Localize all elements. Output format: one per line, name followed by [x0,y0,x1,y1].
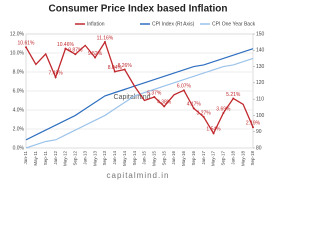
x-tick-label: May-18 [240,151,245,167]
point-marker [74,53,77,56]
x-tick-label: May-16 [181,151,186,167]
data-label: 11.16% [97,35,114,41]
y-tick-label: 8.0% [13,69,25,75]
point-marker [153,95,156,98]
chart: Consumer Price Index based Inflation Cap… [10,4,265,180]
point-marker [94,56,97,59]
point-marker [252,126,254,129]
x-tick-label: Jan-11 [23,151,28,165]
legend-label: CPI Index (Rt Axis) [152,21,195,27]
x-tick-label: May-14 [122,151,127,167]
x-tick-label: Jan-12 [53,151,58,165]
data-label: 1.54% [206,127,221,133]
x-tick-label: Sep-17 [221,151,226,166]
data-label: 8.26% [118,63,133,69]
data-label: 3.27% [197,110,212,116]
data-label: 6.07% [177,84,192,90]
data-label: 10.61% [18,41,36,47]
point-marker [212,132,215,135]
data-label: 5.37% [147,90,162,96]
y-tick-label: 12.0% [10,31,25,37]
point-marker [232,97,235,100]
y2-tick-label: 150 [256,31,265,37]
y2-tick-label: 90 [256,129,262,135]
x-tick-label: Jan-14 [112,151,117,165]
y2-tick-label: 110 [256,96,264,102]
data-label: 5.21% [226,92,241,98]
y2-tick-label: 120 [256,80,265,86]
x-tick-label: May-15 [151,151,156,167]
y-tick-label: 10.0% [10,50,25,56]
point-marker [182,89,185,92]
x-tick-label: Jan-13 [82,151,87,165]
legend-label: CPI One Year Back [212,21,256,27]
x-tick-label: May-13 [92,151,97,167]
x-tick-label: Sep-14 [132,151,137,166]
point-marker [113,70,116,73]
data-label: 10.46% [57,42,75,48]
point-marker [54,76,57,79]
footer: capitalmind.in [107,171,170,180]
data-label: 4.17% [187,102,202,108]
y-tick-label: 2.0% [13,126,25,132]
data-label: 2.19% [246,121,261,127]
data-label: 3.69% [216,106,231,112]
point-marker [202,115,205,118]
y-tick-label: 0.0% [13,145,25,151]
point-marker [103,40,106,43]
point-marker [123,68,126,71]
y-tick-label: 6.0% [13,88,25,94]
x-tick-label: Jan-15 [142,151,147,165]
x-tick-label: Sep-11 [43,151,48,166]
y2-tick-label: 80 [256,145,262,151]
y-tick-label: 4.0% [13,107,25,113]
y2-tick-label: 140 [256,48,265,54]
legend-label: Inflation [87,21,105,27]
point-marker [192,107,195,110]
data-label: 7.45% [49,71,64,77]
point-marker [25,46,27,49]
series-line [25,48,254,141]
x-tick-label: May-11 [33,151,38,166]
x-tick-label: May-17 [211,151,216,167]
x-tick-label: Sep-18 [250,151,255,166]
chart-title: Consumer Price Index based Inflation [49,4,228,15]
point-marker [222,111,225,114]
point-marker [163,105,166,108]
data-label: 8.04% [108,65,123,71]
x-tick-label: Jan-16 [171,151,176,165]
x-tick-label: Jan-17 [201,151,206,165]
data-label: 4.38% [157,100,172,106]
series-line [25,40,254,135]
x-tick-label: May-12 [63,151,68,167]
x-tick-label: Sep-16 [191,151,196,166]
y2-tick-label: 130 [256,64,265,70]
x-tick-label: Sep-15 [161,151,166,166]
x-tick-label: Sep-12 [73,151,78,166]
data-label: 9.87% [68,48,83,54]
point-marker [64,47,67,50]
x-tick-label: Jan-18 [230,151,235,165]
x-tick-label: Sep-13 [102,151,107,166]
data-label: 9.52% [88,51,103,57]
y2-tick-label: 100 [256,113,265,119]
